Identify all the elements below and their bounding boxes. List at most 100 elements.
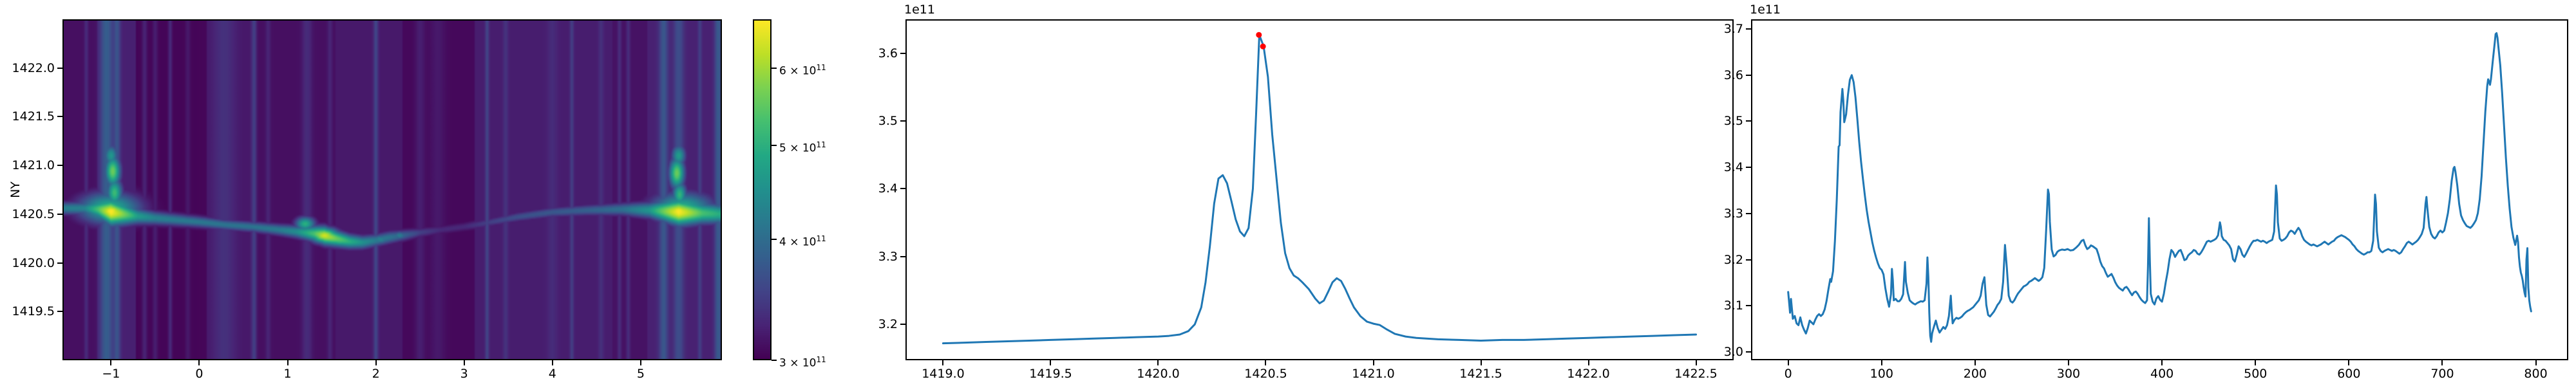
axes-spine (721, 19, 722, 360)
x-axis-tick (375, 360, 377, 365)
x-axis-tick-label: 300 (2056, 367, 2081, 381)
y-axis-tick (57, 262, 62, 264)
x-axis-tick (1265, 360, 1267, 365)
x-axis-tick (942, 360, 944, 365)
y-axis-tick-label: 3.6 (878, 46, 898, 60)
spectrum-line (942, 33, 1698, 345)
y-axis-tick-label: 3.7 (1723, 22, 1743, 37)
x-axis-tick (2068, 360, 2070, 365)
x-axis-tick (1372, 360, 1374, 365)
colorbar-tick-label: 4 × 1011 (779, 234, 826, 249)
colorbar-tick (772, 68, 777, 69)
y-axis-tick-label: 1420.5 (12, 207, 55, 221)
x-axis-tick (1787, 360, 1789, 365)
colorbar-tick (772, 144, 777, 146)
x-axis-tick-label: 0 (195, 367, 204, 381)
axes-spine (905, 359, 1734, 360)
x-axis-tick-label: 2 (372, 367, 380, 381)
x-axis-tick-label: 1419.5 (1029, 367, 1072, 381)
x-axis-tick-label: 500 (2244, 367, 2268, 381)
x-axis-tick (1480, 360, 1482, 365)
y-axis-tick (57, 67, 62, 69)
x-axis-tick-label: 100 (1870, 367, 1893, 381)
spectrum-zoom-panel: 1e11 1419.0 1419.5 1420.0 1420.5 1421.0 1421.… (878, 3, 1734, 381)
colorbar-tick-label: 3 × 1011 (779, 355, 826, 370)
x-axis-tick (1974, 360, 1976, 365)
axes-spine (2567, 19, 2568, 360)
axes-spine (1751, 19, 2568, 21)
x-axis-tick (463, 360, 465, 365)
y-axis-tick-label: 3.3 (878, 249, 898, 264)
y-axis-tick (1746, 351, 1751, 353)
y-axis-tick (900, 120, 905, 122)
y-axis-offset-label: 1e11 (1750, 3, 1781, 17)
x-axis-tick-label: 4 (548, 367, 556, 381)
y-axis-tick-label: 3.2 (1723, 252, 1743, 267)
x-axis-tick-label: 1421.0 (1352, 367, 1395, 381)
x-axis-tick-label: −1 (102, 367, 120, 381)
spectrum-line (1787, 32, 2532, 343)
peak-marker (1260, 43, 1266, 50)
y-axis-tick-label: 3.1 (1723, 299, 1743, 313)
x-axis-tick (110, 360, 112, 365)
spectrum-full-plot (1787, 32, 2532, 343)
y-axis-tick-label: 3.4 (1723, 160, 1743, 175)
y-axis-tick-label: 3.2 (878, 317, 898, 332)
x-axis-tick (2535, 360, 2537, 365)
x-axis-tick (1695, 360, 1697, 365)
x-axis-tick-label: 1419.0 (922, 367, 965, 381)
colorbar (753, 19, 772, 360)
colorbar-tick-label: 6 × 1011 (779, 63, 826, 78)
x-axis-tick (551, 360, 553, 365)
axes-spine (62, 359, 722, 360)
spectrum-zoom-plot (942, 32, 1698, 345)
y-axis-tick-label: 3.4 (878, 181, 898, 196)
y-axis-tick (57, 213, 62, 215)
y-axis-tick (1746, 120, 1751, 122)
colorbar-tick (772, 238, 777, 240)
x-axis-tick (198, 360, 200, 365)
x-axis-tick-label: 400 (2150, 367, 2174, 381)
x-axis-tick-label: 1420.5 (1244, 367, 1287, 381)
x-axis-tick (1880, 360, 1882, 365)
axes-spine (62, 19, 722, 21)
y-axis-tick (1746, 74, 1751, 76)
y-axis-tick (900, 52, 905, 54)
y-axis-tick-label: 1421.5 (12, 109, 55, 124)
x-axis-tick-label: 200 (1963, 367, 1987, 381)
y-axis-tick (57, 116, 62, 118)
x-axis-tick (2348, 360, 2350, 365)
x-axis-tick-label: 1 (283, 367, 292, 381)
y-axis-tick-label: 1422.0 (12, 60, 55, 75)
x-axis-tick-label: 800 (2524, 367, 2548, 381)
heatmap-image (62, 19, 722, 360)
peak-marker (1256, 32, 1262, 38)
y-axis-tick-label: 1420.0 (12, 255, 55, 270)
y-axis-tick (57, 165, 62, 167)
x-axis-tick (2441, 360, 2443, 365)
x-axis-tick (2161, 360, 2163, 365)
axes-spine (905, 19, 907, 360)
x-axis-tick-label: 1422.5 (1674, 367, 1718, 381)
axes-spine (1732, 19, 1734, 360)
y-axis-offset-label: 1e11 (904, 3, 935, 17)
y-axis-tick-label: 3.0 (1723, 345, 1743, 360)
axes-spine (905, 19, 1734, 21)
y-axis-tick-label: 3.6 (1723, 68, 1743, 82)
heatmap-panel: NY −1 0 1 2 3 4 5 1419.5 1420.0 1420.5 1421.0 1421.… (8, 19, 722, 381)
x-axis-tick (1157, 360, 1159, 365)
x-axis-tick (1587, 360, 1589, 365)
y-axis-title-ny: NY (8, 181, 23, 198)
y-axis-tick (57, 311, 62, 313)
x-axis-tick-label: 1421.5 (1459, 367, 1502, 381)
x-axis-tick (639, 360, 641, 365)
x-axis-tick-label: 1420.0 (1137, 367, 1180, 381)
spectrum-full-panel: 1e11 0 100 200 300 400 500 600 700 800 3.0 3.1 3.2 3… (1724, 3, 2568, 381)
axes-spine (1751, 359, 2568, 360)
x-axis-tick-label: 0 (1784, 367, 1792, 381)
x-axis-tick-label: 5 (636, 367, 645, 381)
x-axis-tick-label: 600 (2337, 367, 2361, 381)
y-axis-tick (1746, 28, 1751, 30)
y-axis-tick-label: 1421.0 (12, 158, 55, 173)
